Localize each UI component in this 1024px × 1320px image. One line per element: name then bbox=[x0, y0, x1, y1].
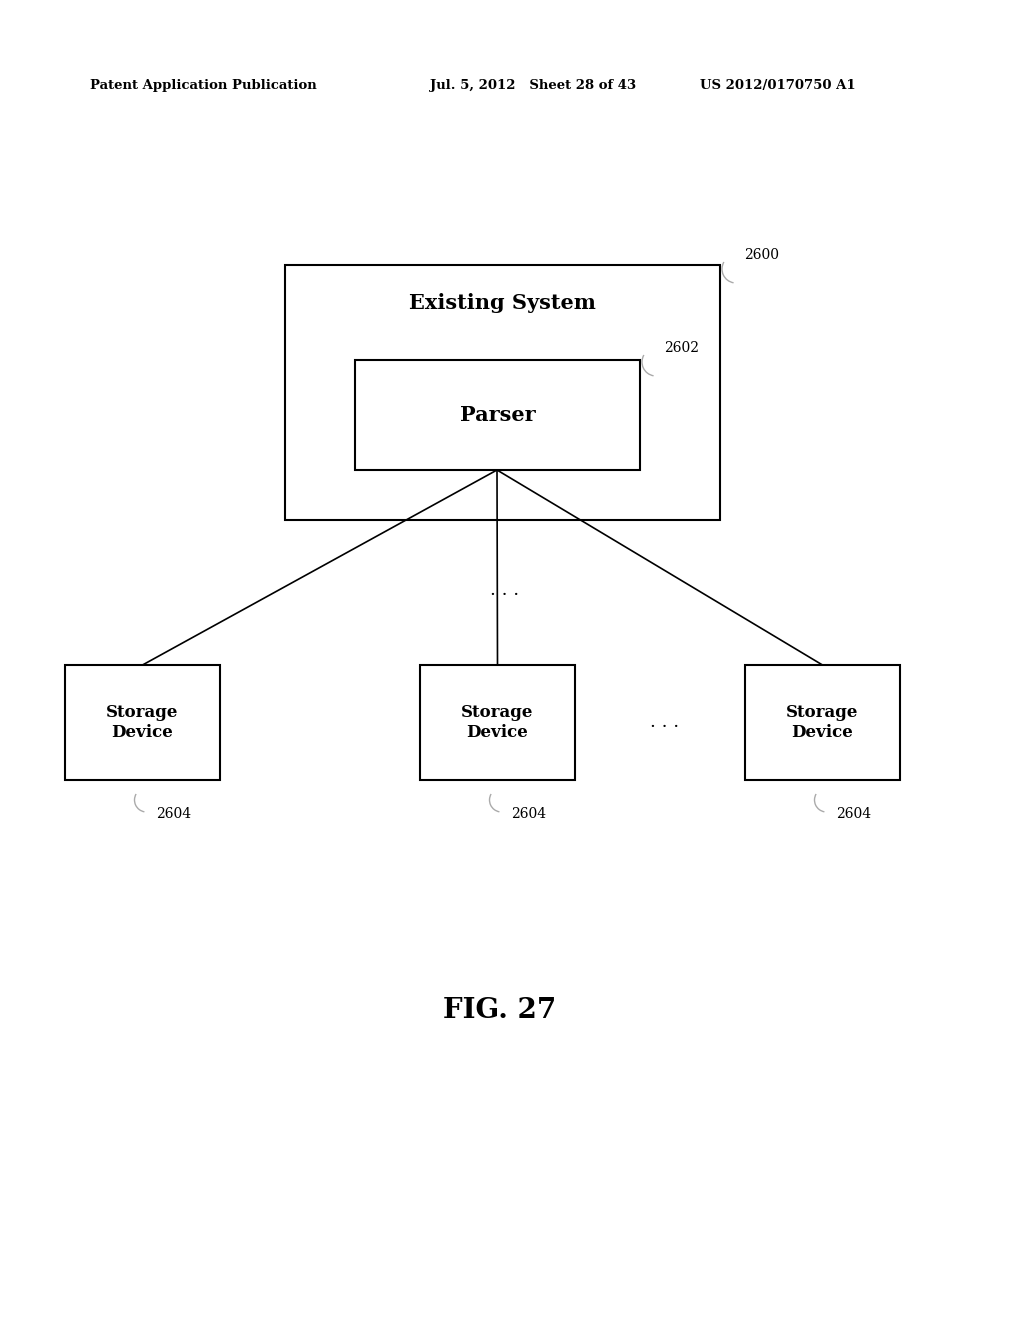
Text: Existing System: Existing System bbox=[409, 293, 596, 313]
Text: . . .: . . . bbox=[490, 581, 519, 599]
Text: . . .: . . . bbox=[650, 713, 680, 731]
Bar bbox=[420, 665, 575, 780]
Text: FIG. 27: FIG. 27 bbox=[443, 997, 557, 1023]
Bar bbox=[65, 665, 220, 780]
Bar bbox=[355, 360, 640, 470]
Text: Parser: Parser bbox=[460, 405, 536, 425]
Bar bbox=[745, 665, 900, 780]
Text: 2604: 2604 bbox=[837, 807, 871, 821]
Text: US 2012/0170750 A1: US 2012/0170750 A1 bbox=[700, 78, 856, 91]
Bar bbox=[285, 265, 720, 520]
Text: 2604: 2604 bbox=[512, 807, 547, 821]
Text: 2602: 2602 bbox=[664, 341, 699, 355]
Text: Storage
Device: Storage Device bbox=[462, 704, 534, 741]
Text: 2600: 2600 bbox=[744, 248, 779, 261]
Text: Storage
Device: Storage Device bbox=[786, 704, 859, 741]
Text: Jul. 5, 2012   Sheet 28 of 43: Jul. 5, 2012 Sheet 28 of 43 bbox=[430, 78, 636, 91]
Text: 2604: 2604 bbox=[157, 807, 191, 821]
Text: Patent Application Publication: Patent Application Publication bbox=[90, 78, 316, 91]
Text: Storage
Device: Storage Device bbox=[106, 704, 178, 741]
